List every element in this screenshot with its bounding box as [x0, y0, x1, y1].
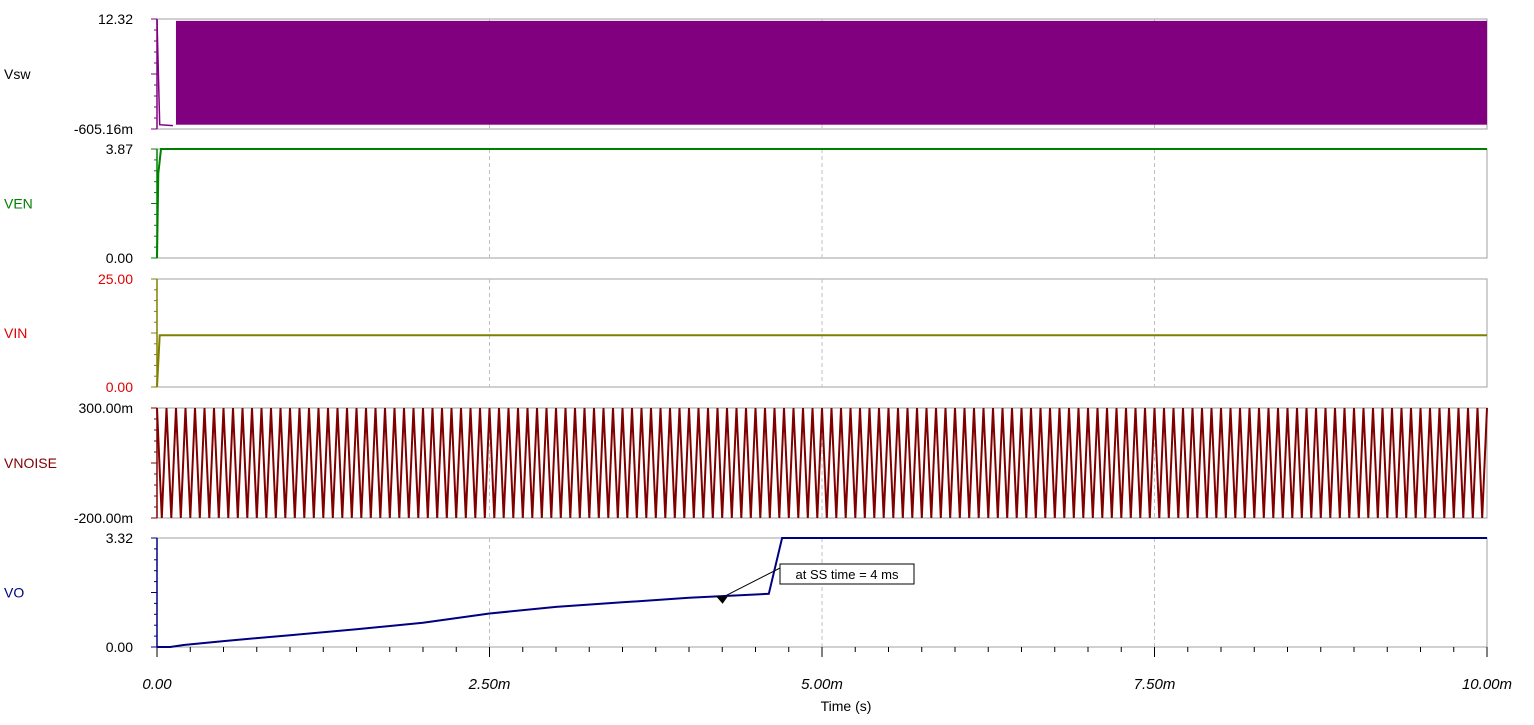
- y-tick-label-max: 25.00: [98, 271, 133, 287]
- x-tick-label: 5.00m: [801, 676, 843, 693]
- y-tick-label-min: 0.00: [106, 250, 133, 266]
- y-tick-label-max: 12.32: [98, 11, 133, 27]
- series-line-vnoise: [156, 407, 1488, 519]
- series-label-vin: VIN: [4, 325, 27, 341]
- x-axis-label: Time (s): [821, 698, 872, 714]
- series-label-vnoise: VNOISE: [4, 455, 57, 471]
- x-axis: 0.00 2.50m 5.00m 7.50m 10.00m: [142, 647, 1512, 693]
- series-line-vin: [156, 334, 1487, 388]
- panel-vin: 0.00 25.00 VIN: [4, 271, 1488, 395]
- annotation-leader: [719, 563, 789, 600]
- panel-vo: 0.00 3.32 VO at SS time = 4 ms: [4, 530, 1488, 655]
- x-tick-label: 2.50m: [468, 676, 511, 693]
- panel-frame: [156, 148, 1488, 259]
- annotation-arrowhead: [715, 595, 728, 604]
- panel-vsw: -605.16m 12.32 Vsw: [4, 11, 1488, 137]
- series-line-vo: [157, 537, 1487, 648]
- y-tick-label-min: -200.00m: [74, 510, 133, 526]
- panel-ven: 0.00 3.87 VEN: [4, 141, 1488, 266]
- y-tick-label-max: 3.87: [106, 141, 133, 157]
- panels-group: -605.16m 12.32 Vsw 0.00 3.87 VEN 0.00 25.00 VIN -…: [4, 11, 1488, 655]
- y-tick-label-min: 0.00: [106, 379, 133, 395]
- series-label-vo: VO: [4, 585, 24, 601]
- panel-vnoise: -200.00m 300.00m VNOISE: [4, 400, 1488, 526]
- y-tick-label-max: 3.32: [106, 530, 133, 546]
- y-tick-label-max: 300.00m: [79, 400, 133, 416]
- x-tick-label: 7.50m: [1134, 676, 1176, 693]
- panel-frame: [156, 537, 1488, 648]
- y-tick-label-min: 0.00: [106, 639, 133, 655]
- y-tick-label-min: -605.16m: [74, 121, 133, 137]
- annotation-box: [779, 563, 915, 585]
- series-line-vsw-start: [156, 18, 174, 127]
- series-band-vsw: [175, 20, 1488, 125]
- x-tick-label: 10.00m: [1462, 676, 1512, 693]
- annotation-text: at SS time = 4 ms: [796, 567, 899, 582]
- series-label-vsw: Vsw: [4, 66, 31, 82]
- series-label-ven: VEN: [4, 196, 33, 212]
- series-line-ven: [156, 148, 1487, 259]
- x-tick-label: 0.00: [142, 676, 172, 693]
